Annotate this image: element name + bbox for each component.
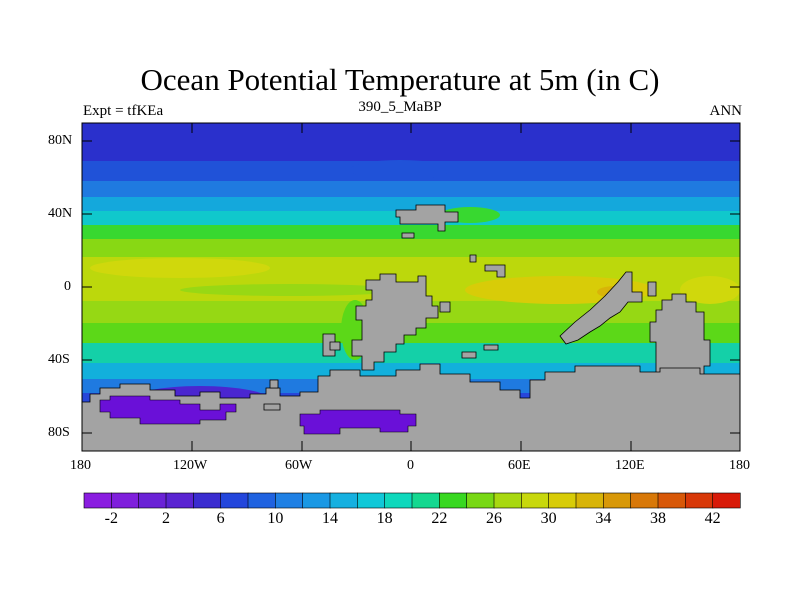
land-north-block: [395, 204, 459, 232]
colorbar-label: 14: [322, 510, 338, 527]
cold-tongue-north-atlantic: [350, 160, 450, 180]
ocean-band-south-mid: [82, 343, 740, 363]
land-small-2: [329, 341, 341, 351]
colorbar-swatch: [83, 492, 112, 509]
warm-pool-pacific: [90, 258, 270, 278]
land-east-island: [647, 281, 657, 297]
colorbar-swatch: [302, 492, 331, 509]
colorbar-swatch: [193, 492, 222, 509]
cold-tongue-pacific: [180, 284, 400, 296]
colorbar: [83, 492, 741, 509]
ocean-band-north-warm: [82, 225, 740, 239]
colorbar-swatch: [712, 492, 741, 509]
colorbar-swatch: [466, 492, 495, 509]
colorbar-swatch: [165, 492, 194, 509]
map-panel: [82, 123, 740, 451]
coldest-patch-east: [299, 409, 417, 435]
land-island-2: [484, 264, 506, 278]
colorbar-swatch: [384, 492, 413, 509]
colorbar-swatch: [329, 492, 358, 509]
colorbar-swatch: [138, 492, 167, 509]
colorbar-label: -2: [104, 510, 118, 527]
land-island-1: [469, 254, 477, 263]
land-south-strip: [483, 344, 499, 351]
y-tick-label: 0: [64, 279, 71, 294]
colorbar-swatch: [630, 492, 659, 509]
colorbar-label: 22: [431, 510, 448, 527]
colorbar-label: 26: [486, 510, 502, 527]
x-tick-label: 60E: [508, 458, 531, 473]
land-east-continent: [649, 293, 711, 377]
land-small-west: [322, 333, 336, 357]
warm-pool-west-pacific: [680, 276, 740, 304]
x-tick-label: 120W: [173, 458, 208, 473]
southern-coldest-water: [99, 395, 417, 435]
colorbar-swatch: [439, 492, 468, 509]
colorbar-swatch: [111, 492, 140, 509]
land-island-nw: [401, 232, 415, 239]
colorbar-label: 42: [704, 510, 721, 527]
coldest-patch-west: [99, 395, 237, 425]
land-masses: [82, 204, 740, 451]
colorbar-swatch: [521, 492, 550, 509]
colorbar-label: 10: [267, 510, 284, 527]
colorbar-label: 6: [216, 510, 225, 527]
colorbar-swatch: [685, 492, 714, 509]
land-island-east: [439, 301, 451, 313]
colorbar-swatch: [357, 492, 386, 509]
colorbar-label: 2: [162, 510, 170, 527]
x-tick-label: 60W: [285, 458, 313, 473]
colorbar-swatch: [493, 492, 522, 509]
x-tick-label: 180: [70, 458, 91, 473]
colorbar-label: 38: [650, 510, 666, 527]
x-tick-marks: [191, 123, 632, 451]
colorbar-label: 30: [540, 510, 557, 527]
colorbar-swatch: [657, 492, 686, 509]
colorbar-swatch: [220, 492, 249, 509]
ocean-band-subtropic: [82, 239, 740, 257]
land-central-continent: [351, 273, 439, 371]
colorbar-swatch: [548, 492, 577, 509]
x-tick-label: 120E: [615, 458, 645, 473]
x-tick-label: 0: [407, 458, 414, 473]
y-tick-label: 80N: [48, 133, 73, 148]
colorbar-label: 18: [376, 510, 393, 527]
land-eastern-chain: [559, 271, 643, 345]
period-label: 390_5_MaBP: [358, 99, 442, 115]
colorbar-swatch: [247, 492, 276, 509]
colorbar-swatch: [275, 492, 304, 509]
x-tick-label: 180: [729, 458, 750, 473]
season-label: ANN: [709, 103, 743, 119]
ocean-band-north-cool: [82, 181, 740, 197]
land-island-s: [269, 379, 279, 389]
y-tick-label: 40N: [48, 206, 73, 221]
colorbar-swatch: [575, 492, 604, 509]
colorbar-label: 34: [595, 510, 612, 527]
y-tick-label: 40S: [48, 352, 70, 367]
y-tick-label: 80S: [48, 425, 70, 440]
land-island-sw: [263, 403, 281, 411]
land-southern-continent: [82, 363, 740, 451]
experiment-label: Expt = tfKEa: [83, 103, 164, 119]
plot-title: Ocean Potential Temperature at 5m (in C): [140, 62, 660, 97]
colorbar-swatch: [411, 492, 440, 509]
y-tick-marks: [82, 140, 740, 434]
ocean-band-north-mid: [82, 197, 740, 211]
land-south-strip-2: [461, 351, 477, 359]
colorbar-swatch: [603, 492, 632, 509]
